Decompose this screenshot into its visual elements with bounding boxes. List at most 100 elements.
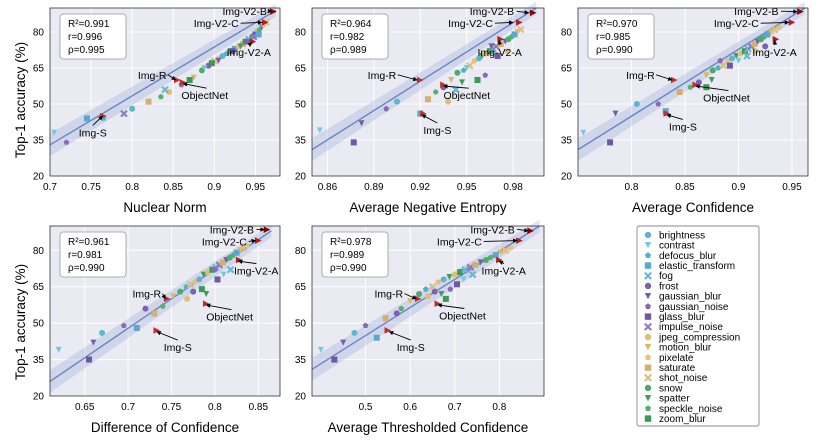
- x-axis-label: Average Negative Entropy: [349, 200, 507, 215]
- data-point-shot_noise: [501, 246, 510, 255]
- data-point-speckle_noise: [487, 254, 494, 260]
- data-point-zoom_blur: [208, 60, 215, 67]
- legend-marker: [644, 242, 652, 249]
- annotation-arrow: [437, 303, 465, 309]
- annotation-objectnet: ObjectNet: [439, 311, 486, 323]
- confidence-band: [50, 4, 276, 157]
- data-point-snow: [454, 69, 461, 76]
- x-tick-label: 0.85: [675, 182, 695, 193]
- data-point-pixelate: [504, 48, 510, 54]
- data-point-speckle_noise: [160, 303, 166, 309]
- annotation-objectnet: ObjectNet: [443, 90, 490, 102]
- x-tick-label: 0.95: [246, 182, 266, 193]
- legend-item-elastic_transform: elastic_transform: [644, 261, 735, 272]
- legend-marker: [644, 373, 652, 382]
- data-point-frost: [393, 310, 400, 317]
- data-point-contrast: [201, 65, 208, 71]
- axes-frame: [577, 7, 809, 177]
- data-point-gaussian_blur: [215, 57, 222, 64]
- stats-box: [59, 13, 127, 60]
- legend-marker: [644, 344, 652, 351]
- legend-label: elastic_transform: [659, 261, 735, 272]
- legend-item-jpeg_compression: jpeg_compression: [644, 332, 740, 343]
- legend-marker: [644, 262, 652, 269]
- legend: brightnesscontrastdefocus_blurelastic_tr…: [636, 225, 760, 427]
- data-point-brightness: [394, 98, 401, 105]
- y-tick-label: 35: [561, 136, 573, 147]
- stat-value: r=0.981: [68, 250, 103, 261]
- legend-marker: [645, 252, 651, 258]
- axes-frame: [49, 7, 281, 177]
- annotation-arrow: [421, 114, 438, 124]
- data-point-jpeg_compression: [445, 98, 452, 105]
- data-point-defocus_blur: [223, 50, 230, 56]
- legend-label: frost: [659, 281, 679, 292]
- annotation-img-s: Img-S: [79, 127, 107, 139]
- legend-label: shot_noise: [659, 373, 708, 384]
- data-point-defocus_blur: [715, 65, 721, 71]
- data-point-saturate: [145, 98, 152, 105]
- legend-marker: [644, 415, 652, 422]
- annotation-arrow: [494, 20, 514, 25]
- data-point-elastic_transform: [373, 334, 380, 341]
- stat-value: ρ=0.990: [330, 263, 367, 274]
- legend-marker: [644, 333, 652, 341]
- data-point-elastic_transform: [662, 108, 669, 115]
- annotation-img-s: Img-S: [397, 342, 425, 354]
- data-point-frost: [142, 305, 149, 312]
- annotation-arrow: [167, 74, 177, 81]
- data-point-elastic_transform: [133, 325, 140, 331]
- annotation-arrow: [388, 331, 411, 341]
- dataset-point-img-v2-b: [263, 226, 271, 233]
- data-point-fog: [468, 270, 477, 279]
- annotation-arrow: [240, 20, 263, 25]
- x-tick-label: 0.7: [43, 182, 57, 193]
- data-point-jpeg_compression: [166, 89, 173, 95]
- legend-label: snow: [659, 383, 683, 394]
- data-point-impulse_noise: [120, 109, 128, 118]
- data-point-gaussian_noise: [717, 57, 724, 64]
- data-point-gaussian_blur: [612, 110, 619, 117]
- data-point-jpeg_compression: [184, 295, 191, 302]
- legend-item-snow: snow: [644, 383, 683, 394]
- x-axis-label: Nuclear Norm: [123, 200, 206, 215]
- x-tick-label: 0.8: [625, 182, 639, 193]
- annotation-arrow: [237, 259, 257, 265]
- dataset-point-img-v2-c: [516, 237, 523, 244]
- y-tick-label: 65: [33, 282, 45, 293]
- legend-item-frost: frost: [644, 281, 679, 292]
- y-tick-label: 65: [295, 64, 307, 75]
- data-point-elastic_transform: [255, 31, 262, 38]
- data-point-brightness: [99, 329, 106, 336]
- data-point-pixelate: [435, 278, 442, 285]
- x-tick-label: 0.85: [163, 182, 183, 193]
- legend-marker: [644, 322, 652, 331]
- annotation-img-v2-b: Img-V2-B: [210, 224, 254, 236]
- data-point-spatter: [438, 291, 445, 297]
- y-tick-label: 50: [295, 100, 307, 111]
- data-point-saturate: [382, 315, 389, 322]
- annotation-arrow: [161, 293, 166, 300]
- data-point-pixelate: [776, 24, 782, 30]
- annotation-img-s: Img-S: [669, 121, 697, 133]
- legend-frame: [636, 225, 760, 427]
- stat-value: R²=0.978: [330, 237, 372, 248]
- data-point-jpeg_compression: [482, 50, 489, 57]
- data-point-brightness: [729, 55, 736, 62]
- y-tick-label: 35: [33, 355, 45, 366]
- annotation-arrow: [497, 39, 503, 46]
- legend-item-glass_blur: glass_blur: [644, 312, 705, 323]
- stat-value: R²=0.991: [68, 19, 110, 30]
- data-point-frost: [431, 288, 438, 295]
- data-point-spatter: [203, 291, 210, 297]
- data-point-saturate: [472, 261, 479, 268]
- data-point-glass_blur: [86, 356, 93, 363]
- data-point-speckle_noise: [158, 93, 164, 100]
- data-point-zoom_blur: [457, 269, 464, 276]
- annotation-arrow: [156, 331, 178, 341]
- data-point-zoom_blur: [474, 77, 481, 83]
- data-point-motion_blur: [497, 249, 504, 256]
- legend-marker: [644, 231, 652, 239]
- x-tick-label: 0.7: [448, 402, 462, 413]
- data-point-contrast: [460, 276, 467, 283]
